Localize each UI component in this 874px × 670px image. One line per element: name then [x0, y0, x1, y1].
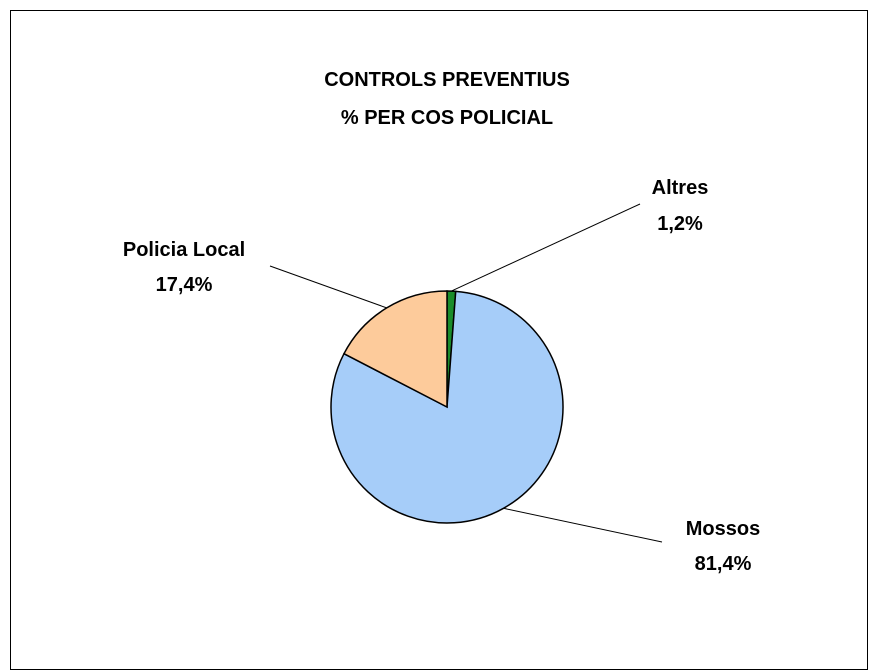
pie-slice-policia-local: [342, 290, 448, 409]
pie-chart: CONTROLS PREVENTIUS % PER COS POLICIAL A…: [123, 69, 760, 575]
slice-value-policia-local: 17,4%: [156, 274, 213, 296]
leader-lines: [269, 203, 663, 543]
slice-label-mossos: Mossos: [686, 518, 760, 540]
slice-label-altres: Altres: [652, 177, 709, 199]
slice-labels: Altres 1,2% Mossos 81,4% Policia Local 17,4%: [123, 177, 760, 575]
slice-value-altres: 1,2%: [657, 213, 703, 235]
leader-line-policia-local: [269, 265, 387, 309]
slice-label-policia-local: Policia Local: [123, 239, 245, 261]
pie-slices: [330, 290, 564, 524]
chart-title-line-1: CONTROLS PREVENTIUS: [324, 69, 570, 91]
leader-line-mossos: [503, 507, 663, 543]
slice-value-mossos: 81,4%: [695, 553, 752, 575]
chart-title-line-2: % PER COS POLICIAL: [341, 107, 553, 129]
leader-line-altres: [451, 203, 641, 292]
